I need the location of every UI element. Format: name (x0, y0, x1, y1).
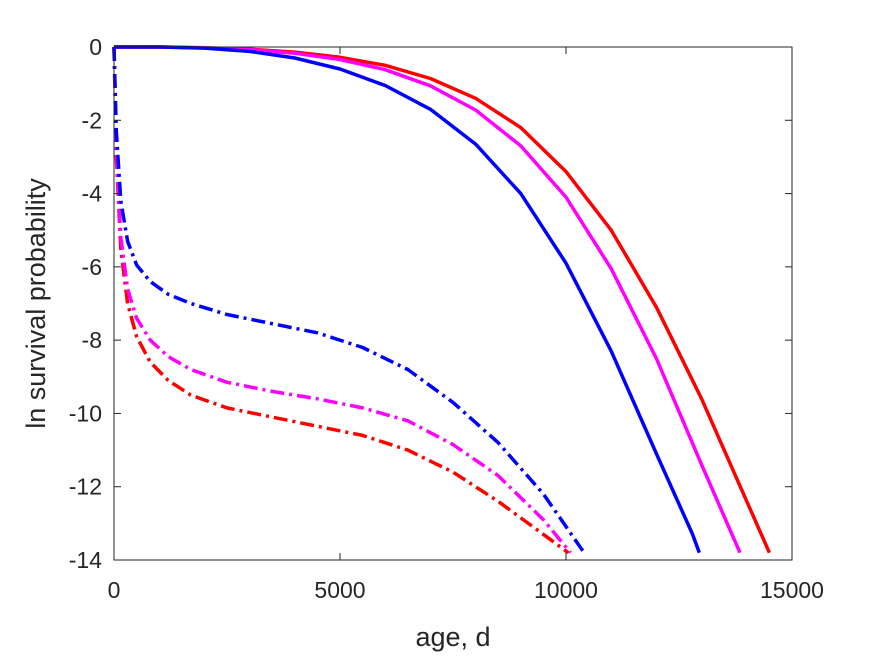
series-line-4 (112, 46, 570, 555)
x-axis-label: age, d (415, 622, 490, 652)
x-tick-label: 10000 (534, 577, 598, 603)
y-tick-label: -4 (82, 181, 103, 207)
y-tick-label: -14 (69, 547, 102, 573)
x-tick-label: 0 (108, 577, 121, 603)
x-tick-label: 5000 (314, 577, 365, 603)
series-line-5 (112, 46, 572, 554)
plot-area (114, 47, 792, 560)
y-tick-label: 0 (89, 34, 102, 60)
y-axis-label: ln survival probability (21, 178, 51, 429)
y-tick-label: -2 (82, 107, 102, 133)
plot-frame (113, 46, 793, 561)
y-tick-label: -8 (82, 327, 102, 353)
series-line-3 (114, 45, 701, 554)
y-tick-label: -12 (69, 474, 102, 500)
series-layer (112, 45, 772, 555)
ticks-layer: 0 5000 10000 15000 0 -2 -4 -6 -8 -10 -12 -14 (69, 34, 824, 603)
x-tick-label: 15000 (760, 577, 824, 603)
y-tick-label: -10 (69, 400, 102, 426)
series-line-6 (112, 46, 586, 554)
y-tick-label: -6 (82, 254, 102, 280)
